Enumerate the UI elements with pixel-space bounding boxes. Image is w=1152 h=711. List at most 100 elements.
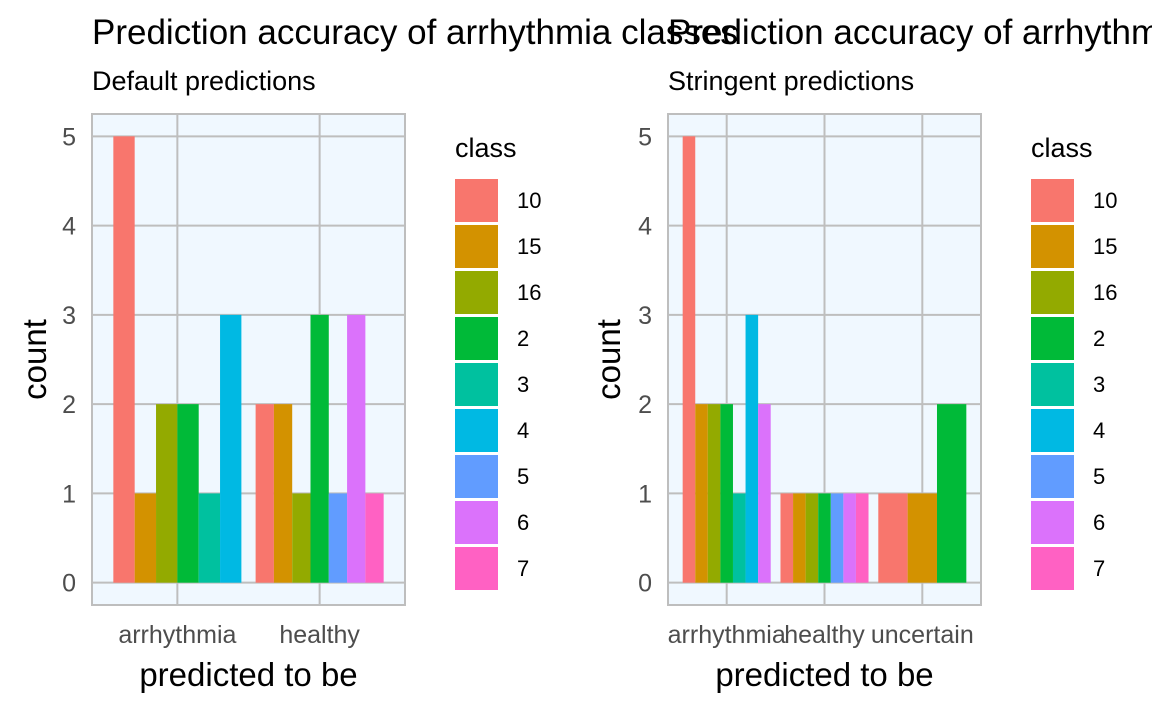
y-tick-label: 1	[62, 480, 76, 508]
bar-healthy-class-7	[365, 493, 384, 583]
legend-label: 4	[517, 418, 529, 443]
bar-arrhythmia-class-15	[134, 493, 157, 583]
x-tick-label: healthy	[279, 621, 360, 649]
legend-label: 6	[1093, 510, 1105, 535]
legend-label: 10	[1093, 188, 1117, 213]
bar-healthy-class-15	[793, 493, 806, 583]
legend-key-16	[455, 271, 498, 314]
bar-healthy-class-15	[273, 404, 293, 583]
y-tick-label: 2	[62, 391, 76, 419]
x-tick-label: arrhythmia	[118, 621, 236, 649]
legend-label: 2	[517, 326, 529, 351]
plot-border	[667, 113, 982, 606]
legend-key-15	[455, 225, 498, 268]
bar-healthy-class-2	[818, 493, 831, 583]
bar-arrhythmia-class-15	[695, 404, 708, 583]
bar-arrhythmia-class-10	[113, 136, 135, 583]
bar-arrhythmia-class-16	[156, 404, 178, 583]
y-tick-label: 4	[62, 213, 76, 241]
x-tick-label: arrhythmia	[668, 621, 786, 649]
bar-arrhythmia-class-2	[177, 404, 199, 583]
legend-key-6	[1031, 501, 1074, 544]
bar-uncertain-class-2	[936, 404, 967, 583]
y-tick-label: 1	[638, 480, 652, 508]
bar-healthy-class-7	[855, 493, 869, 583]
chart-panel-1: Prediction accuracy of arrhythmia classe…	[590, 13, 1152, 693]
y-axis-title: count	[16, 319, 53, 400]
y-tick-label: 0	[62, 570, 76, 598]
x-axis-title: predicted to be	[139, 656, 357, 693]
bar-arrhythmia-class-6	[758, 404, 771, 583]
y-axis-title: count	[590, 319, 627, 400]
legend-key-10	[455, 179, 498, 222]
chart-title: Prediction accuracy of arrhythmia classe…	[92, 13, 738, 52]
bar-arrhythmia-class-4	[220, 314, 242, 583]
legend-key-15	[1031, 225, 1074, 268]
legend-label: 15	[1093, 234, 1117, 259]
bar-arrhythmia-class-10	[682, 136, 696, 583]
y-tick-label: 5	[638, 123, 652, 151]
y-tick-label: 4	[638, 213, 652, 241]
legend-key-2	[1031, 317, 1074, 360]
legend-key-3	[455, 363, 498, 406]
legend-key-2	[455, 317, 498, 360]
y-tick-label: 0	[638, 570, 652, 598]
legend-key-4	[455, 409, 498, 452]
bar-healthy-class-10	[780, 493, 794, 583]
legend-title: class	[455, 133, 517, 163]
legend-label: 15	[517, 234, 541, 259]
bar-healthy-class-5	[328, 493, 348, 583]
legend-label: 2	[1093, 326, 1105, 351]
legend-title: class	[1031, 133, 1093, 163]
y-tick-label: 5	[62, 123, 76, 151]
bar-uncertain-class-10	[878, 493, 908, 583]
bar-healthy-class-6	[843, 493, 856, 583]
legend-label: 5	[1093, 464, 1105, 489]
legend-label: 16	[517, 280, 541, 305]
legend-key-10	[1031, 179, 1074, 222]
legend-key-7	[455, 547, 498, 590]
chart-panel-0: Prediction accuracy of arrhythmia classe…	[16, 13, 738, 693]
bar-healthy-class-16	[292, 493, 311, 583]
legend-key-3	[1031, 363, 1074, 406]
legend-label: 4	[1093, 418, 1105, 443]
legend-label: 7	[1093, 556, 1105, 581]
legend-key-4	[1031, 409, 1074, 452]
bar-arrhythmia-class-3	[732, 493, 746, 583]
legend-label: 16	[1093, 280, 1117, 305]
bar-arrhythmia-class-3	[198, 493, 221, 583]
legend-key-7	[1031, 547, 1074, 590]
legend-label: 3	[517, 372, 529, 397]
x-tick-label: healthy	[784, 621, 865, 649]
bar-healthy-class-6	[347, 314, 366, 583]
legend-label: 5	[517, 464, 529, 489]
bar-arrhythmia-class-2	[720, 404, 733, 583]
legend-label: 7	[517, 556, 529, 581]
bar-healthy-class-10	[255, 404, 274, 583]
legend-key-5	[1031, 455, 1074, 498]
bar-healthy-class-16	[805, 493, 819, 583]
chart-title: Prediction accuracy of arrhythmia classe…	[668, 13, 1152, 52]
y-tick-label: 2	[638, 391, 652, 419]
legend-key-6	[455, 501, 498, 544]
bar-healthy-class-5	[830, 493, 844, 583]
bar-healthy-class-2	[310, 314, 329, 583]
x-tick-label: uncertain	[871, 621, 974, 649]
y-tick-label: 3	[62, 302, 76, 330]
bar-arrhythmia-class-16	[707, 404, 721, 583]
legend-label: 3	[1093, 372, 1105, 397]
chart-subtitle: Default predictions	[92, 66, 316, 96]
chart-subtitle: Stringent predictions	[668, 66, 914, 96]
legend-label: 10	[517, 188, 541, 213]
legend-label: 6	[517, 510, 529, 535]
legend-key-16	[1031, 271, 1074, 314]
x-axis-title: predicted to be	[715, 656, 933, 693]
legend-key-5	[455, 455, 498, 498]
y-tick-label: 3	[638, 302, 652, 330]
bar-uncertain-class-15	[907, 493, 937, 583]
bar-arrhythmia-class-4	[745, 314, 759, 583]
plot-border	[91, 113, 406, 606]
